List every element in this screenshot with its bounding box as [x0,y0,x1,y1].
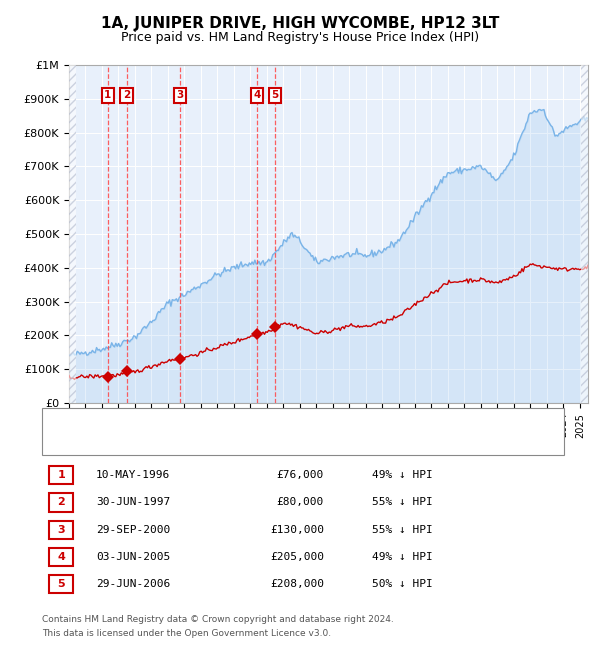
Text: £76,000: £76,000 [277,470,324,480]
Text: 2: 2 [58,497,65,508]
Text: 10-MAY-1996: 10-MAY-1996 [96,470,170,480]
Text: £205,000: £205,000 [270,552,324,562]
Text: 1: 1 [104,90,112,100]
Text: 3: 3 [176,90,184,100]
Text: 49% ↓ HPI: 49% ↓ HPI [372,470,433,480]
Text: £130,000: £130,000 [270,525,324,535]
Text: Price paid vs. HM Land Registry's House Price Index (HPI): Price paid vs. HM Land Registry's House … [121,31,479,44]
Text: 30-JUN-1997: 30-JUN-1997 [96,497,170,508]
Text: 29-JUN-2006: 29-JUN-2006 [96,579,170,590]
Text: 49% ↓ HPI: 49% ↓ HPI [372,552,433,562]
Text: 3: 3 [58,525,65,535]
Text: 50% ↓ HPI: 50% ↓ HPI [372,579,433,590]
Text: Contains HM Land Registry data © Crown copyright and database right 2024.: Contains HM Land Registry data © Crown c… [42,615,394,624]
Bar [581,65,588,403]
Text: HPI: Average price, detached house, Buckinghamshire: HPI: Average price, detached house, Buck… [83,437,366,447]
Text: 5: 5 [271,90,278,100]
Text: 5: 5 [58,579,65,590]
Text: 1A, JUNIPER DRIVE, HIGH WYCOMBE, HP12 3LT (detached house): 1A, JUNIPER DRIVE, HIGH WYCOMBE, HP12 3L… [83,416,419,426]
Text: This data is licensed under the Open Government Licence v3.0.: This data is licensed under the Open Gov… [42,629,331,638]
Text: £80,000: £80,000 [277,497,324,508]
Text: 1A, JUNIPER DRIVE, HIGH WYCOMBE, HP12 3LT: 1A, JUNIPER DRIVE, HIGH WYCOMBE, HP12 3L… [101,16,499,31]
Text: £208,000: £208,000 [270,579,324,590]
Text: 4: 4 [57,552,65,562]
Text: 55% ↓ HPI: 55% ↓ HPI [372,525,433,535]
Text: 4: 4 [253,90,261,100]
Text: 55% ↓ HPI: 55% ↓ HPI [372,497,433,508]
Text: 29-SEP-2000: 29-SEP-2000 [96,525,170,535]
Text: 2: 2 [123,90,130,100]
Text: 1: 1 [58,470,65,480]
Bar [69,65,76,403]
Text: 03-JUN-2005: 03-JUN-2005 [96,552,170,562]
